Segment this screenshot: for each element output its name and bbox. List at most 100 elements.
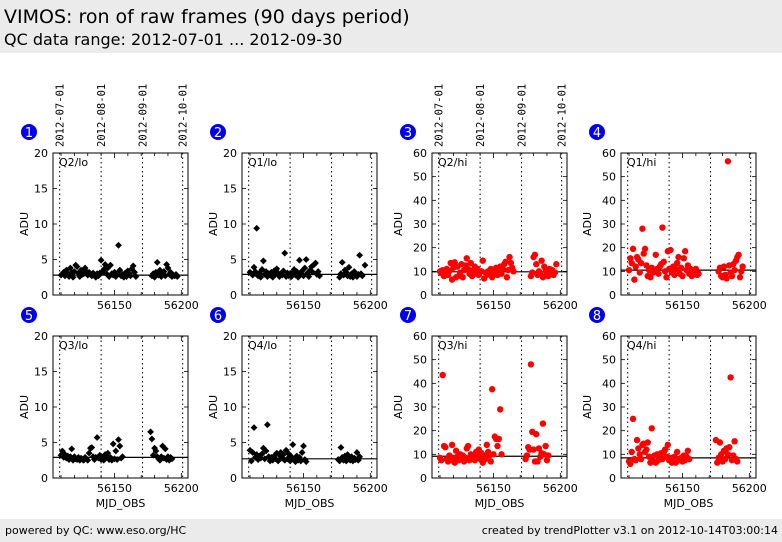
data-point bbox=[257, 454, 265, 462]
y-tick-label: 15 bbox=[223, 366, 237, 379]
data-point bbox=[675, 253, 682, 261]
data-point bbox=[723, 275, 730, 282]
date-label: 2012-09-01 bbox=[138, 84, 150, 147]
data-point bbox=[459, 274, 466, 281]
y-tick-label: 0 bbox=[230, 472, 237, 485]
data-point bbox=[246, 446, 254, 454]
data-point bbox=[439, 371, 446, 379]
data-point bbox=[724, 451, 732, 458]
data-point bbox=[361, 261, 369, 269]
y-tick-label: 20 bbox=[602, 242, 616, 255]
data-point bbox=[510, 268, 517, 275]
data-point bbox=[69, 273, 77, 281]
y-tick-label: 40 bbox=[413, 377, 427, 390]
data-point bbox=[506, 253, 513, 261]
y-tick-label: 20 bbox=[34, 330, 48, 343]
panel-6: 6 56150 56200 0 5 10 15 20 ADU MJD_OBS Q4/lo bbox=[207, 307, 388, 510]
y-tick-label: 20 bbox=[413, 425, 427, 438]
plot-frame bbox=[620, 152, 757, 296]
data-point bbox=[101, 451, 109, 458]
data-point bbox=[85, 449, 93, 457]
data-point bbox=[263, 421, 271, 429]
data-point bbox=[735, 251, 742, 258]
y-tick-label: 60 bbox=[413, 330, 427, 343]
plot-frame bbox=[241, 152, 378, 296]
data-point bbox=[734, 458, 741, 465]
data-point bbox=[296, 256, 303, 264]
data-point bbox=[464, 442, 472, 450]
data-point bbox=[274, 457, 282, 465]
data-point bbox=[281, 456, 289, 464]
data-point bbox=[627, 460, 634, 467]
data-point bbox=[294, 273, 302, 281]
y-tick-label: 0 bbox=[609, 289, 616, 302]
y-tick-label: 0 bbox=[420, 472, 427, 485]
x-tick-label: 56200 bbox=[543, 299, 578, 312]
data-point bbox=[495, 435, 503, 443]
panel-label: Q2/hi bbox=[438, 156, 467, 169]
data-point bbox=[168, 455, 176, 463]
data-point bbox=[305, 273, 313, 280]
data-point bbox=[250, 263, 258, 271]
data-point bbox=[164, 264, 172, 272]
y-axis-label: ADU bbox=[392, 395, 405, 419]
data-point bbox=[280, 451, 287, 458]
data-point bbox=[298, 449, 306, 456]
y-tick-label: 60 bbox=[602, 330, 616, 343]
data-point bbox=[119, 453, 126, 461]
panel-label: Q1/hi bbox=[627, 156, 656, 169]
data-point bbox=[358, 272, 366, 280]
data-point bbox=[533, 431, 540, 438]
y-tick-label: 10 bbox=[413, 448, 427, 461]
data-point bbox=[350, 268, 358, 275]
data-point bbox=[73, 263, 81, 270]
panel-number-badge bbox=[210, 124, 226, 140]
data-point bbox=[302, 458, 310, 466]
data-point bbox=[731, 438, 738, 445]
y-tick-label: 50 bbox=[602, 354, 616, 367]
data-point bbox=[116, 266, 124, 274]
data-point bbox=[625, 266, 633, 274]
data-point bbox=[253, 224, 261, 232]
data-point bbox=[661, 446, 669, 453]
data-range-subtitle: QC data range: 2012-07-01 ... 2012-09-30 bbox=[4, 30, 343, 49]
data-point bbox=[692, 265, 700, 273]
x-tick-label: 56200 bbox=[353, 482, 388, 495]
x-tick-label: 56150 bbox=[286, 299, 321, 312]
panel-number-badge bbox=[21, 124, 37, 140]
y-tick-label: 0 bbox=[420, 289, 427, 302]
data-point bbox=[316, 272, 323, 280]
data-point bbox=[644, 439, 651, 446]
y-tick-label: 15 bbox=[34, 366, 48, 379]
data-point bbox=[247, 457, 255, 465]
y-tick-label: 10 bbox=[34, 401, 48, 414]
data-point bbox=[173, 273, 181, 280]
data-point bbox=[155, 271, 162, 279]
data-point bbox=[648, 425, 655, 432]
panel-3: 3 2012-07-01 2012-08-01 2012-09-01 2012-10-0… bbox=[392, 84, 578, 312]
data-point bbox=[681, 248, 689, 255]
data-point bbox=[643, 262, 650, 269]
data-point bbox=[109, 440, 117, 448]
data-point bbox=[349, 273, 357, 281]
x-tick-label: 56200 bbox=[732, 299, 767, 312]
created-by-text: created by trendPlotter v3.1 on 2012-10-… bbox=[481, 524, 778, 537]
data-point bbox=[629, 245, 637, 253]
data-point bbox=[88, 444, 96, 451]
data-point bbox=[100, 456, 108, 464]
data-point bbox=[523, 452, 531, 459]
x-tick-label: 56150 bbox=[665, 482, 700, 495]
data-point bbox=[728, 272, 736, 280]
data-point bbox=[479, 257, 486, 264]
data-point bbox=[685, 455, 693, 463]
panel-label: Q4/lo bbox=[248, 339, 277, 352]
data-point bbox=[531, 251, 539, 258]
y-tick-label: 15 bbox=[223, 183, 237, 196]
data-point bbox=[289, 441, 297, 449]
data-point bbox=[442, 444, 449, 451]
y-tick-label: 30 bbox=[413, 218, 427, 231]
data-point bbox=[337, 444, 345, 451]
data-point bbox=[345, 263, 353, 271]
data-point bbox=[151, 444, 158, 452]
y-tick-label: 10 bbox=[223, 218, 237, 231]
